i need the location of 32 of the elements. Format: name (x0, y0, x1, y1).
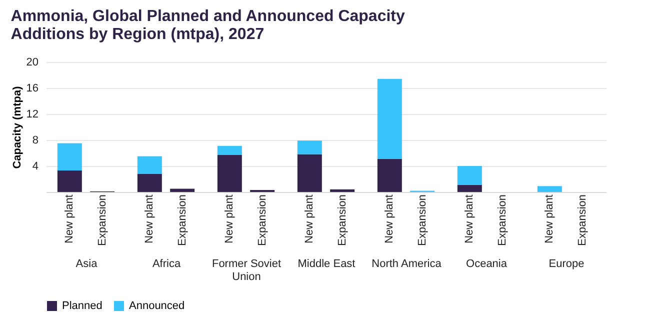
y-tick-label: 4 (32, 160, 38, 172)
x-axis-title: Africa (152, 258, 182, 270)
x-tick-label: Expansion (496, 194, 508, 246)
legend-label: Announced (129, 300, 185, 312)
x-tick-label: Expansion (176, 194, 188, 246)
x-axis-title: Europe (548, 258, 584, 270)
x-tick-label: New plant (224, 194, 236, 244)
x-tick-label: New plant (304, 194, 316, 244)
y-axis-title: Capacity (mtpa) (11, 86, 24, 169)
x-tick-label: New plant (144, 194, 156, 244)
x-axis-title: Former Soviet Union (212, 258, 282, 283)
x-tick-label: New plant (64, 194, 76, 244)
x-tick-label: Expansion (256, 194, 268, 246)
bar (57, 143, 82, 171)
text: Ammonia, Global Planned and Announced Capacity Additions by Region (mtpa), 2027 (10, 8, 405, 43)
y-tick-label: 16 (26, 82, 38, 94)
x-tick-label: Expansion (336, 194, 348, 246)
x-tick-label: Expansion (576, 194, 588, 246)
x-tick-label: New plant (544, 194, 556, 244)
legend-label: Planned (62, 300, 102, 312)
x-tick-label: Expansion (96, 194, 108, 246)
y-tick-label: 20 (26, 56, 38, 68)
x-tick-label: New plant (384, 194, 396, 244)
x-axis-title: Middle East (298, 258, 356, 270)
x-axis-title: Asia (76, 258, 98, 270)
y-tick-label: 12 (26, 108, 38, 120)
x-tick-label: New plant (464, 194, 476, 244)
y-tick-label: 8 (32, 134, 38, 146)
x-axis-title: Oceania (466, 258, 508, 270)
x-tick-label: Expansion (416, 194, 428, 246)
x-axis-title: North America (372, 258, 442, 270)
bar (57, 170, 82, 192)
